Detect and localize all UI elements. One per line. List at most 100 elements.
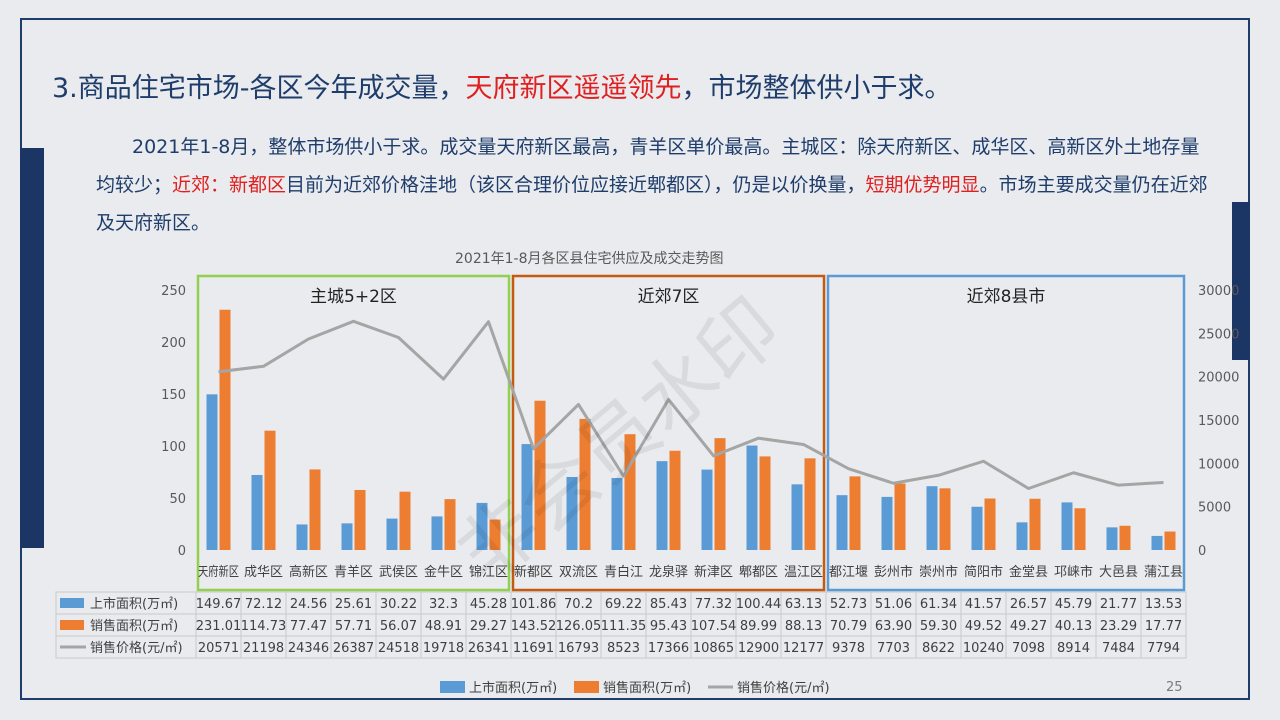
bar-supply (881, 496, 893, 550)
bar-sales (939, 488, 951, 550)
bar-sales (489, 519, 501, 550)
data-table-cell: 24346 (288, 641, 329, 656)
data-table-cell: 13.53 (1145, 597, 1182, 612)
data-table-cell: 57.71 (335, 619, 372, 634)
legend-label: 销售价格(元/㎡) (737, 680, 830, 696)
data-table-cell: 114.73 (241, 619, 287, 634)
data-table-cell: 8914 (1057, 641, 1090, 656)
data-table-cell: 63.90 (875, 619, 912, 634)
data-table-cell: 10240 (963, 641, 1004, 656)
data-table-row-label: 销售面积(万㎡) (90, 618, 178, 634)
bar-supply (521, 444, 533, 550)
data-table-cell: 149.67 (196, 597, 242, 612)
data-table-cell: 49.52 (965, 619, 1002, 634)
y-left-tick-label: 100 (161, 440, 186, 455)
data-table-cell: 32.3 (429, 597, 458, 612)
data-table-cell: 126.05 (556, 619, 602, 634)
bar-sales (264, 430, 276, 550)
left-accent-bar (20, 148, 44, 548)
data-table-cell: 49.27 (1010, 619, 1047, 634)
y-left-tick-label: 150 (161, 388, 186, 403)
data-table-cell: 21198 (243, 641, 284, 656)
bar-supply (971, 506, 983, 550)
para-text-1: 2021年1-8月，整体市场供小于求。成交量天府新区最高，青羊区单价最高。主城区… (96, 136, 1200, 196)
data-table-cell: 12177 (783, 641, 824, 656)
category-label: 金堂县 (1009, 564, 1048, 580)
group-label: 近郊8县市 (967, 287, 1046, 307)
category-label: 双流区 (559, 565, 598, 580)
data-table-cell: 7794 (1147, 641, 1180, 656)
summary-paragraph: 2021年1-8月，整体市场供小于求。成交量天府新区最高，青羊区单价最高。主城区… (96, 128, 1216, 242)
data-table-cell: 40.13 (1055, 619, 1092, 634)
bar-sales (444, 499, 456, 550)
data-table-cell: 25.61 (335, 597, 372, 612)
bar-supply (1106, 527, 1118, 550)
legend-label: 销售面积(万㎡) (603, 680, 691, 696)
title-part1: 3.商品住宅市场-各区今年成交量， (52, 73, 466, 104)
bar-supply (386, 518, 398, 550)
data-table-cell: 24518 (378, 641, 419, 656)
data-table-cell: 77.32 (695, 597, 732, 612)
bar-supply (791, 484, 803, 550)
data-table-cell: 59.30 (920, 619, 957, 634)
data-table-cell: 7703 (877, 641, 910, 656)
category-label: 锦江区 (469, 565, 508, 580)
data-table-cell: 8622 (922, 641, 955, 656)
bar-sales (1164, 531, 1176, 550)
data-table-cell: 52.73 (830, 597, 867, 612)
data-table-cell: 17.77 (1145, 619, 1182, 634)
data-table-cell: 63.13 (785, 597, 822, 612)
data-table-cell: 21.77 (1100, 597, 1137, 612)
data-table-cell: 12900 (738, 641, 779, 656)
para-text-2: 目前为近郊价格洼地（该区合理价位应接近郫都区），仍是以价换量， (286, 174, 866, 196)
page-number: 25 (1166, 680, 1183, 695)
data-table-cell: 107.54 (691, 619, 737, 634)
para-text-3: 。市场主要成交量仍在近郊及天府新区。 (96, 174, 1208, 234)
y-right-tick-label: 25000 (1198, 327, 1239, 342)
category-label: 成华区 (244, 565, 283, 580)
y-left-tick-label: 250 (161, 284, 186, 299)
data-table-cell: 70.2 (564, 597, 593, 612)
bar-supply (296, 524, 308, 550)
data-table-cell: 95.43 (650, 619, 687, 634)
bar-sales (219, 309, 231, 550)
data-table-cell: 231.01 (196, 619, 242, 634)
legend-label: 上市面积(万㎡) (469, 680, 557, 696)
y-right-tick-label: 10000 (1198, 457, 1239, 472)
y-right-tick-label: 30000 (1198, 284, 1239, 299)
data-table-cell: 69.22 (605, 597, 642, 612)
bar-sales (624, 434, 636, 550)
category-label: 新津区 (694, 564, 733, 580)
category-label: 新都区 (514, 564, 553, 580)
data-table-cell: 8523 (607, 641, 640, 656)
bar-sales (534, 400, 546, 550)
data-table-cell: 19718 (423, 641, 464, 656)
bar-supply (611, 478, 623, 550)
bar-sales (399, 491, 411, 550)
data-table-cell: 23.29 (1100, 619, 1137, 634)
category-label: 武侯区 (379, 565, 418, 580)
data-table-cell: 85.43 (650, 597, 687, 612)
bar-sales (1119, 525, 1131, 550)
y-right-tick-label: 15000 (1198, 414, 1239, 429)
data-table-cell: 30.22 (380, 597, 417, 612)
group-box (196, 274, 511, 592)
data-table-cell: 45.28 (470, 597, 507, 612)
category-label: 天府新区 (198, 564, 239, 580)
legend-swatch-supply (440, 681, 465, 693)
data-table-cell: 17366 (648, 641, 689, 656)
bar-sales (759, 456, 771, 550)
data-table-row-label: 上市面积(万㎡) (90, 596, 178, 612)
title-part2: ，市场整体供小于求。 (681, 73, 952, 104)
data-table-cell: 24.56 (290, 597, 327, 612)
data-table-cell: 89.99 (740, 619, 777, 634)
category-label: 彭州市 (874, 564, 913, 580)
data-table-cell: 10865 (693, 641, 734, 656)
category-label: 蒲江县 (1144, 565, 1183, 580)
y-right-tick-label: 5000 (1198, 501, 1231, 516)
group-box (511, 274, 826, 592)
data-table-cell: 16793 (558, 641, 599, 656)
bar-supply (1061, 502, 1073, 550)
title-highlight: 天府新区遥遥领先 (465, 73, 682, 104)
data-table-cell: 100.44 (736, 597, 782, 612)
